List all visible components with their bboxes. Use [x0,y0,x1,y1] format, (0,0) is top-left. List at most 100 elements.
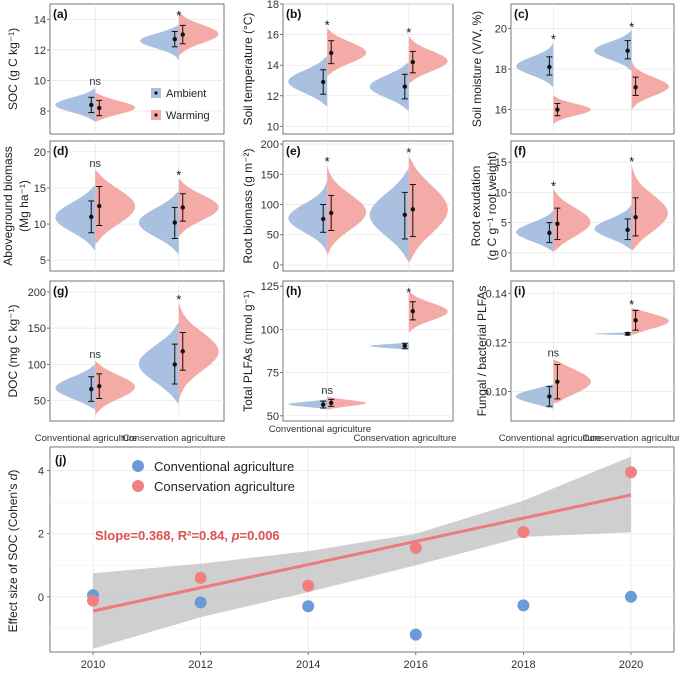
significance-marker: * [176,168,181,183]
y-tick-label: 0 [501,248,507,260]
panel-tag: (a) [53,7,68,21]
violin-panels: 8 10 12 14 (a) SOC (g C kg⁻¹) ns * Ambient Warmin… [1,0,675,423]
y-axis-label: Fungal / bacterial PLFAs [475,286,489,417]
violin-ambient [288,399,328,409]
violin-ambient [516,210,554,252]
y-tick-label: 125 [261,281,279,293]
mean-point-ambient [625,227,630,233]
violin-warming [631,308,669,336]
significance-marker: ns [89,349,101,361]
y-tick-label: 150 [261,169,279,181]
violin-ambient [288,56,328,107]
y-tick-label: 16 [267,30,279,42]
regression-annotation: Slope=0.368, R²=0.84, p=0.006 [95,528,280,543]
violin-warming [327,396,367,410]
y-tick-label: 0 [273,260,279,272]
mean-point-warming [180,205,185,210]
x-tick-label: 2010 [81,659,105,671]
x-category-label: Conservation agriculture [123,433,226,444]
y-tick-label: 5 [40,255,46,267]
legend-label-conventional: Conventional agriculture [154,459,294,474]
x-tick-label: 2012 [188,659,212,671]
y-axis-label: Root biomass (g m⁻²) [241,148,255,263]
y-tick-label: 200 [28,287,46,299]
y-tick-label: 4 [38,466,44,478]
panel-e: 0 50 100 150 200 (e) Root biomass (g m⁻²) * * [241,139,454,272]
y-axis-label-italic: d [6,473,20,480]
mean-point-warming [329,210,334,216]
y-tick-label: 12 [34,45,46,57]
violin-warming [95,360,135,416]
panel-f: 0 5 10 15 (f) Root exudation (g C g⁻¹ root wei… [469,140,675,272]
mean-point-ambient [321,79,326,85]
mean-point-warming [97,203,102,209]
x-category-label: Conservation agriculture [583,433,679,444]
annotation-part: =0.006 [240,528,280,543]
panel-tag: (c) [514,7,529,21]
mean-point-warming [555,221,560,227]
legend-swatch-conservation [132,480,144,492]
panel-g: 50 100 150 200 (g) DOC (mg C kg⁻¹) ns * [6,280,225,422]
x-tick-label: 2016 [404,659,428,671]
violin-ambient [55,88,96,122]
significance-marker: * [325,154,330,169]
mean-point-ambient [172,220,177,225]
y-tick-label: 10 [34,75,46,87]
panel-tag: (e) [286,144,301,158]
point-conservation [87,594,100,607]
mean-point-ambient [547,394,552,399]
y-tick-label: 100 [261,324,279,336]
y-tick-label: 10 [267,121,279,133]
y-tick-label: 14 [34,14,46,26]
panel-b: 10 12 14 16 18 (b) Soil temperature (°C) * * [241,0,454,135]
violin-warming [327,165,367,256]
y-tick-label: 8 [40,106,46,118]
mean-point-ambient [402,212,407,217]
y-axis-label: (g C g⁻¹ root weight) [485,151,499,260]
violin-warming [631,60,669,110]
y-tick-label: 20 [34,147,46,159]
significance-marker: ns [89,76,101,88]
y-tick-label: 12 [267,91,279,103]
y-tick-label: 0.10 [486,387,507,399]
panel-tag: (b) [286,7,301,21]
legend-dot [154,113,158,117]
y-tick-label: 18 [267,0,279,11]
x-category-label: Conservation agriculture [354,433,457,444]
y-axis-label-part: Effect size of SOC (Cohen's [6,480,20,632]
mean-point-warming [633,214,638,220]
y-tick-label: 150 [28,323,46,335]
point-conservation [624,466,637,479]
violin-warming [408,156,448,264]
y-axis-label: Soil temperature (°C) [241,13,255,126]
mean-point-ambient [89,214,94,220]
mean-point-warming [633,318,638,323]
y-tick-label: 16 [495,105,507,117]
mean-point-ambient [402,84,407,89]
significance-marker: ns [89,158,101,170]
violin-warming [327,28,367,76]
mean-point-warming [633,85,638,90]
violin-ambient [369,62,409,112]
violin-warming [553,189,591,252]
y-tick-label: 10 [495,187,507,199]
mean-point-ambient [89,102,94,108]
y-tick-label: 50 [267,411,279,423]
y-axis-label: DOC (mg C kg⁻¹) [6,304,20,397]
y-tick-label: 0.12 [486,337,507,349]
panel-a: 8 10 12 14 (a) SOC (g C kg⁻¹) ns * Ambient Warmin… [6,3,225,135]
x-tick-label: 2020 [619,659,643,671]
violin-ambient [138,322,179,405]
panel-d: 5 10 15 20 (d) Aboveground biomass (Mg ha⁻¹) ns… [1,140,225,272]
violin-ambient [369,168,409,262]
mean-point-ambient [402,343,407,349]
panel-j: 0 2 4 2010 2012 2014 2016 2018 2020 (j) Convention… [6,446,675,671]
violin-ambient [594,30,632,72]
significance-marker: * [406,25,411,40]
significance-marker: * [551,32,556,47]
violin-ambient [594,204,632,250]
mean-point-ambient [172,36,177,42]
significance-marker: * [176,292,181,307]
x-category-label: Conventional agriculture [269,424,371,435]
